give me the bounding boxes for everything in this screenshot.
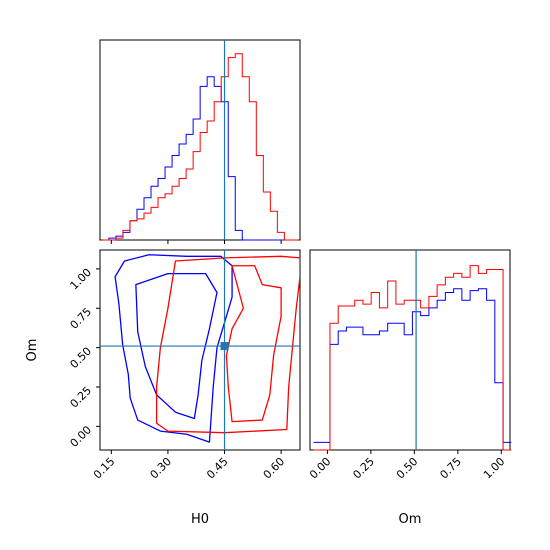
h0-histogram-panel — [99, 39, 301, 244]
y-axis-label-om: Om — [25, 339, 40, 362]
contour-lines — [114, 254, 300, 443]
contour-y-tick-label: 1.00 — [68, 266, 95, 293]
om-hist-tick-label: 0.75 — [437, 455, 464, 482]
om-hist-series-2 — [313, 265, 512, 451]
h0-histogram-ticks — [110, 240, 282, 244]
contour-blue-inner — [135, 272, 218, 420]
x-axis-label-om: Om — [399, 512, 422, 527]
om-histogram-series — [313, 265, 512, 451]
contour-ticks: 0.15 0.30 0.45 0.60 0.00 0.25 0.50 0.75 1.00 — [68, 266, 288, 482]
contour-x-tick-label: 0.60 — [261, 455, 288, 482]
contour-panel: 0.15 0.30 0.45 0.600.000.250.500.751.00 H0 … — [25, 249, 301, 527]
h0-histogram-series — [101, 53, 299, 241]
h0-hist-series-2 — [101, 53, 299, 241]
contour-y-tick-label: 0.25 — [68, 384, 95, 411]
om-hist-tick-label: 0.00 — [307, 455, 334, 482]
om-histogram-ticks: 0.00 0.25 0.50 0.75 1.00 — [307, 450, 507, 481]
h0-histogram-frame — [99, 39, 301, 241]
om-hist-series-1 — [313, 288, 512, 443]
om-hist-tick-label: 0.25 — [350, 455, 377, 482]
om-hist-tick-label: 0.50 — [394, 455, 421, 482]
om-histogram-panel: 0.00 0.25 0.50 0.75 1.00 Om — [307, 249, 512, 527]
contour-x-tick-label: 0.45 — [204, 455, 231, 482]
contour-y-tick-label: 0.75 — [68, 305, 95, 332]
om-histogram-frame — [309, 249, 511, 451]
contour-truth-marker — [220, 342, 229, 351]
om-hist-tick-label: 1.00 — [481, 455, 508, 482]
contour-frame — [99, 249, 301, 451]
contour-x-tick-label: 0.15 — [91, 455, 118, 482]
contour-red-inner — [225, 265, 282, 423]
x-axis-label-h0: H0 — [191, 512, 209, 527]
contour-x-tick-label: 0.30 — [148, 455, 175, 482]
contour-blue-outer — [114, 254, 233, 443]
contour-y-tick-label: 0.50 — [68, 345, 95, 372]
contour-red-outer — [155, 255, 300, 434]
h0-hist-series-1 — [101, 76, 299, 241]
contour-y-tick-label: 0.00 — [68, 423, 95, 450]
contour-truth-lines — [100, 250, 300, 450]
